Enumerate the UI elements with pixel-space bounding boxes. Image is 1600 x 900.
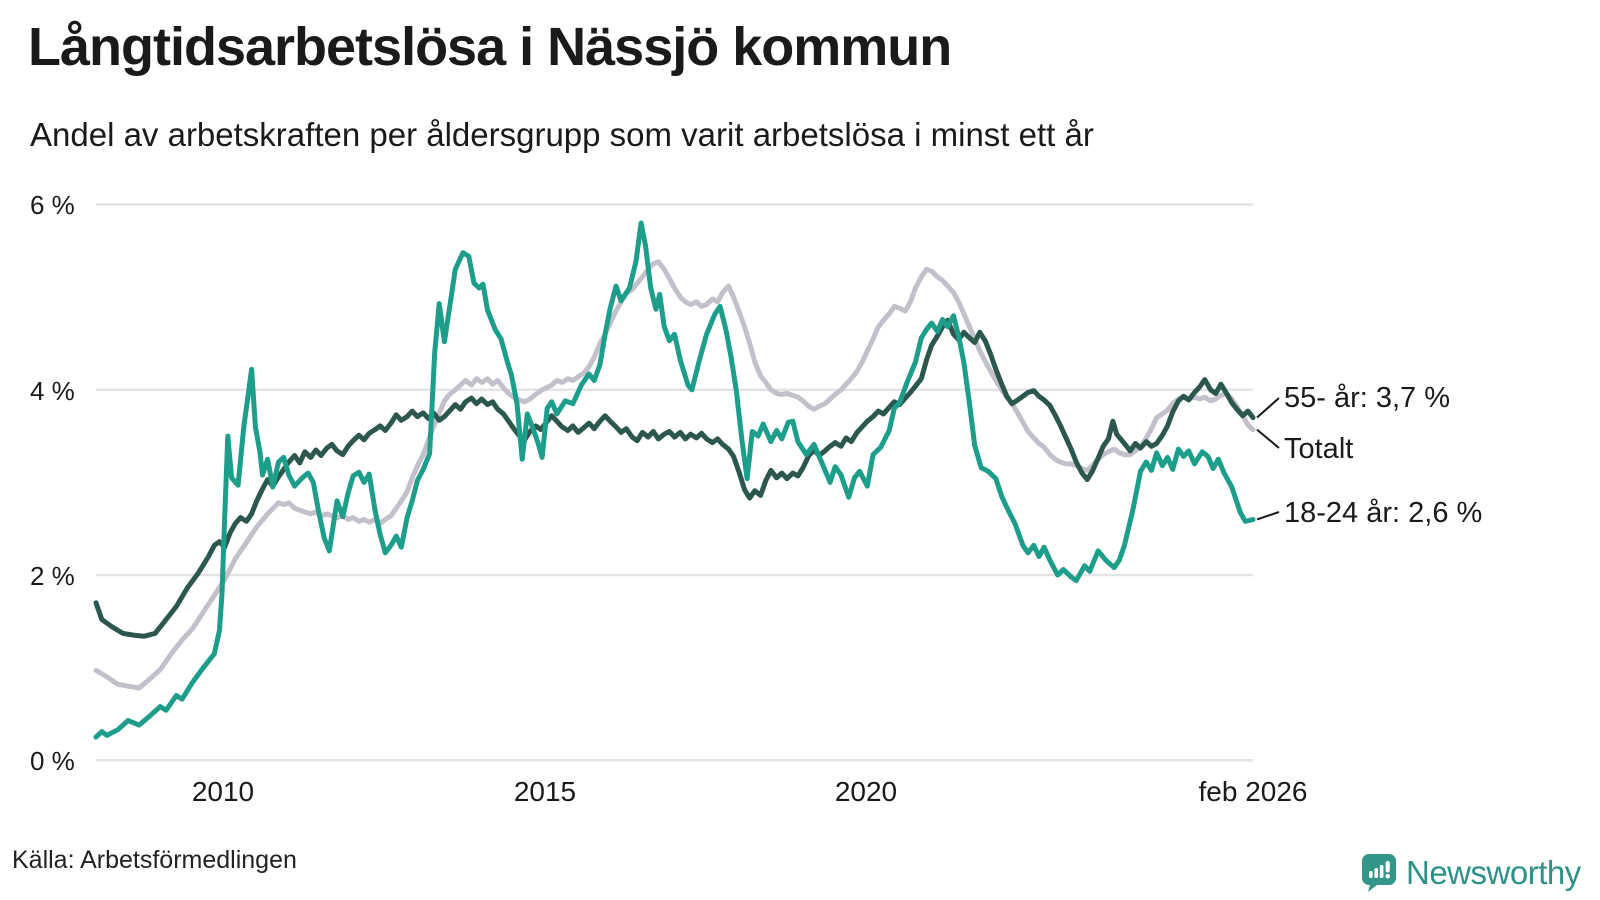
x-axis-tick-2020: 2020 xyxy=(834,776,898,807)
end-label-connector-totalt xyxy=(1256,428,1280,449)
series-end-label-totalt: Totalt xyxy=(1284,433,1354,465)
series-end-label-55: 55- år: 3,7 % xyxy=(1284,382,1451,414)
y-axis-tick-0: 0 % xyxy=(30,746,75,776)
end-label-connector-18-24-år xyxy=(1256,511,1280,521)
y-axis-tick-4: 4 % xyxy=(30,376,75,406)
x-axis-tick-2015: 2015 xyxy=(513,776,577,807)
x-axis-tick-2010: 2010 xyxy=(191,776,255,807)
source-note: Källa: Arbetsförmedlingen xyxy=(12,846,297,874)
page-subtitle: Andel av arbetskraften per åldersgrupp s… xyxy=(30,116,1094,153)
newsworthy-logo: Newsworthy xyxy=(1362,854,1581,892)
series-line-55-år xyxy=(93,317,1256,639)
newsworthy-bubble-icon xyxy=(1362,854,1396,892)
y-axis-tick-6: 6 % xyxy=(30,190,75,220)
newsworthy-wordmark: Newsworthy xyxy=(1406,854,1581,891)
end-label-connector-55-år xyxy=(1256,397,1280,419)
series-line-18-24-år xyxy=(93,220,1256,740)
page-title: Långtidsarbetslösa i Nässjö kommun xyxy=(28,17,952,77)
x-axis-tick-feb-2026: feb 2026 xyxy=(1198,776,1308,807)
series-end-label-18-24: 18-24 år: 2,6 % xyxy=(1284,497,1483,529)
y-axis-tick-2: 2 % xyxy=(30,561,75,591)
